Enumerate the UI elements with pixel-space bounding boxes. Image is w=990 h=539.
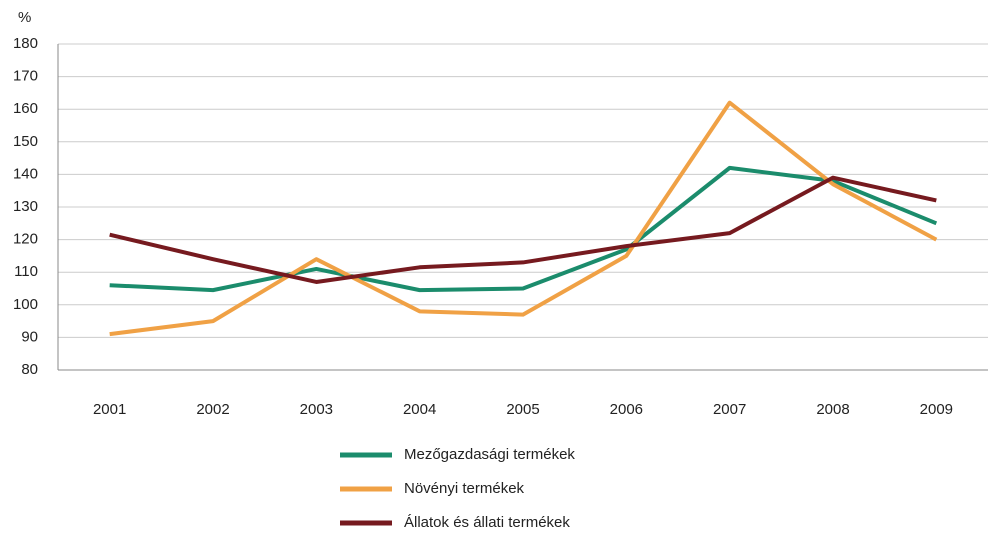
y-tick-label: 130 <box>13 198 38 215</box>
x-tick-label: 2001 <box>93 401 126 418</box>
x-tick-label: 2009 <box>920 401 953 418</box>
x-tick-label: 2008 <box>816 401 849 418</box>
x-tick-label: 2002 <box>196 401 229 418</box>
x-tick-label: 2005 <box>506 401 539 418</box>
data-line <box>109 165 938 293</box>
y-tick-label: 170 <box>13 68 38 85</box>
y-tick-label: 160 <box>13 100 38 117</box>
x-tick-label: 2004 <box>403 401 436 418</box>
y-tick-label: 150 <box>13 133 38 150</box>
legend-label: Növényi termékek <box>404 480 525 497</box>
y-tick-label: 180 <box>13 35 38 52</box>
y-tick-label: 140 <box>13 165 38 182</box>
legend-label: Állatok és állati termékek <box>404 514 570 531</box>
x-tick-label: 2007 <box>713 401 746 418</box>
y-tick-label: 80 <box>21 361 38 378</box>
data-line <box>109 100 938 337</box>
data-line <box>109 175 937 284</box>
y-tick-label: 90 <box>21 328 38 345</box>
x-tick-label: 2006 <box>610 401 643 418</box>
y-tick-label: 100 <box>13 296 38 313</box>
y-tick-label: 110 <box>14 263 38 280</box>
y-tick-label: 120 <box>13 231 38 248</box>
x-tick-label: 2003 <box>300 401 333 418</box>
y-unit-label: % <box>18 9 31 26</box>
legend-label: Mezőgazdasági termékek <box>404 446 575 463</box>
